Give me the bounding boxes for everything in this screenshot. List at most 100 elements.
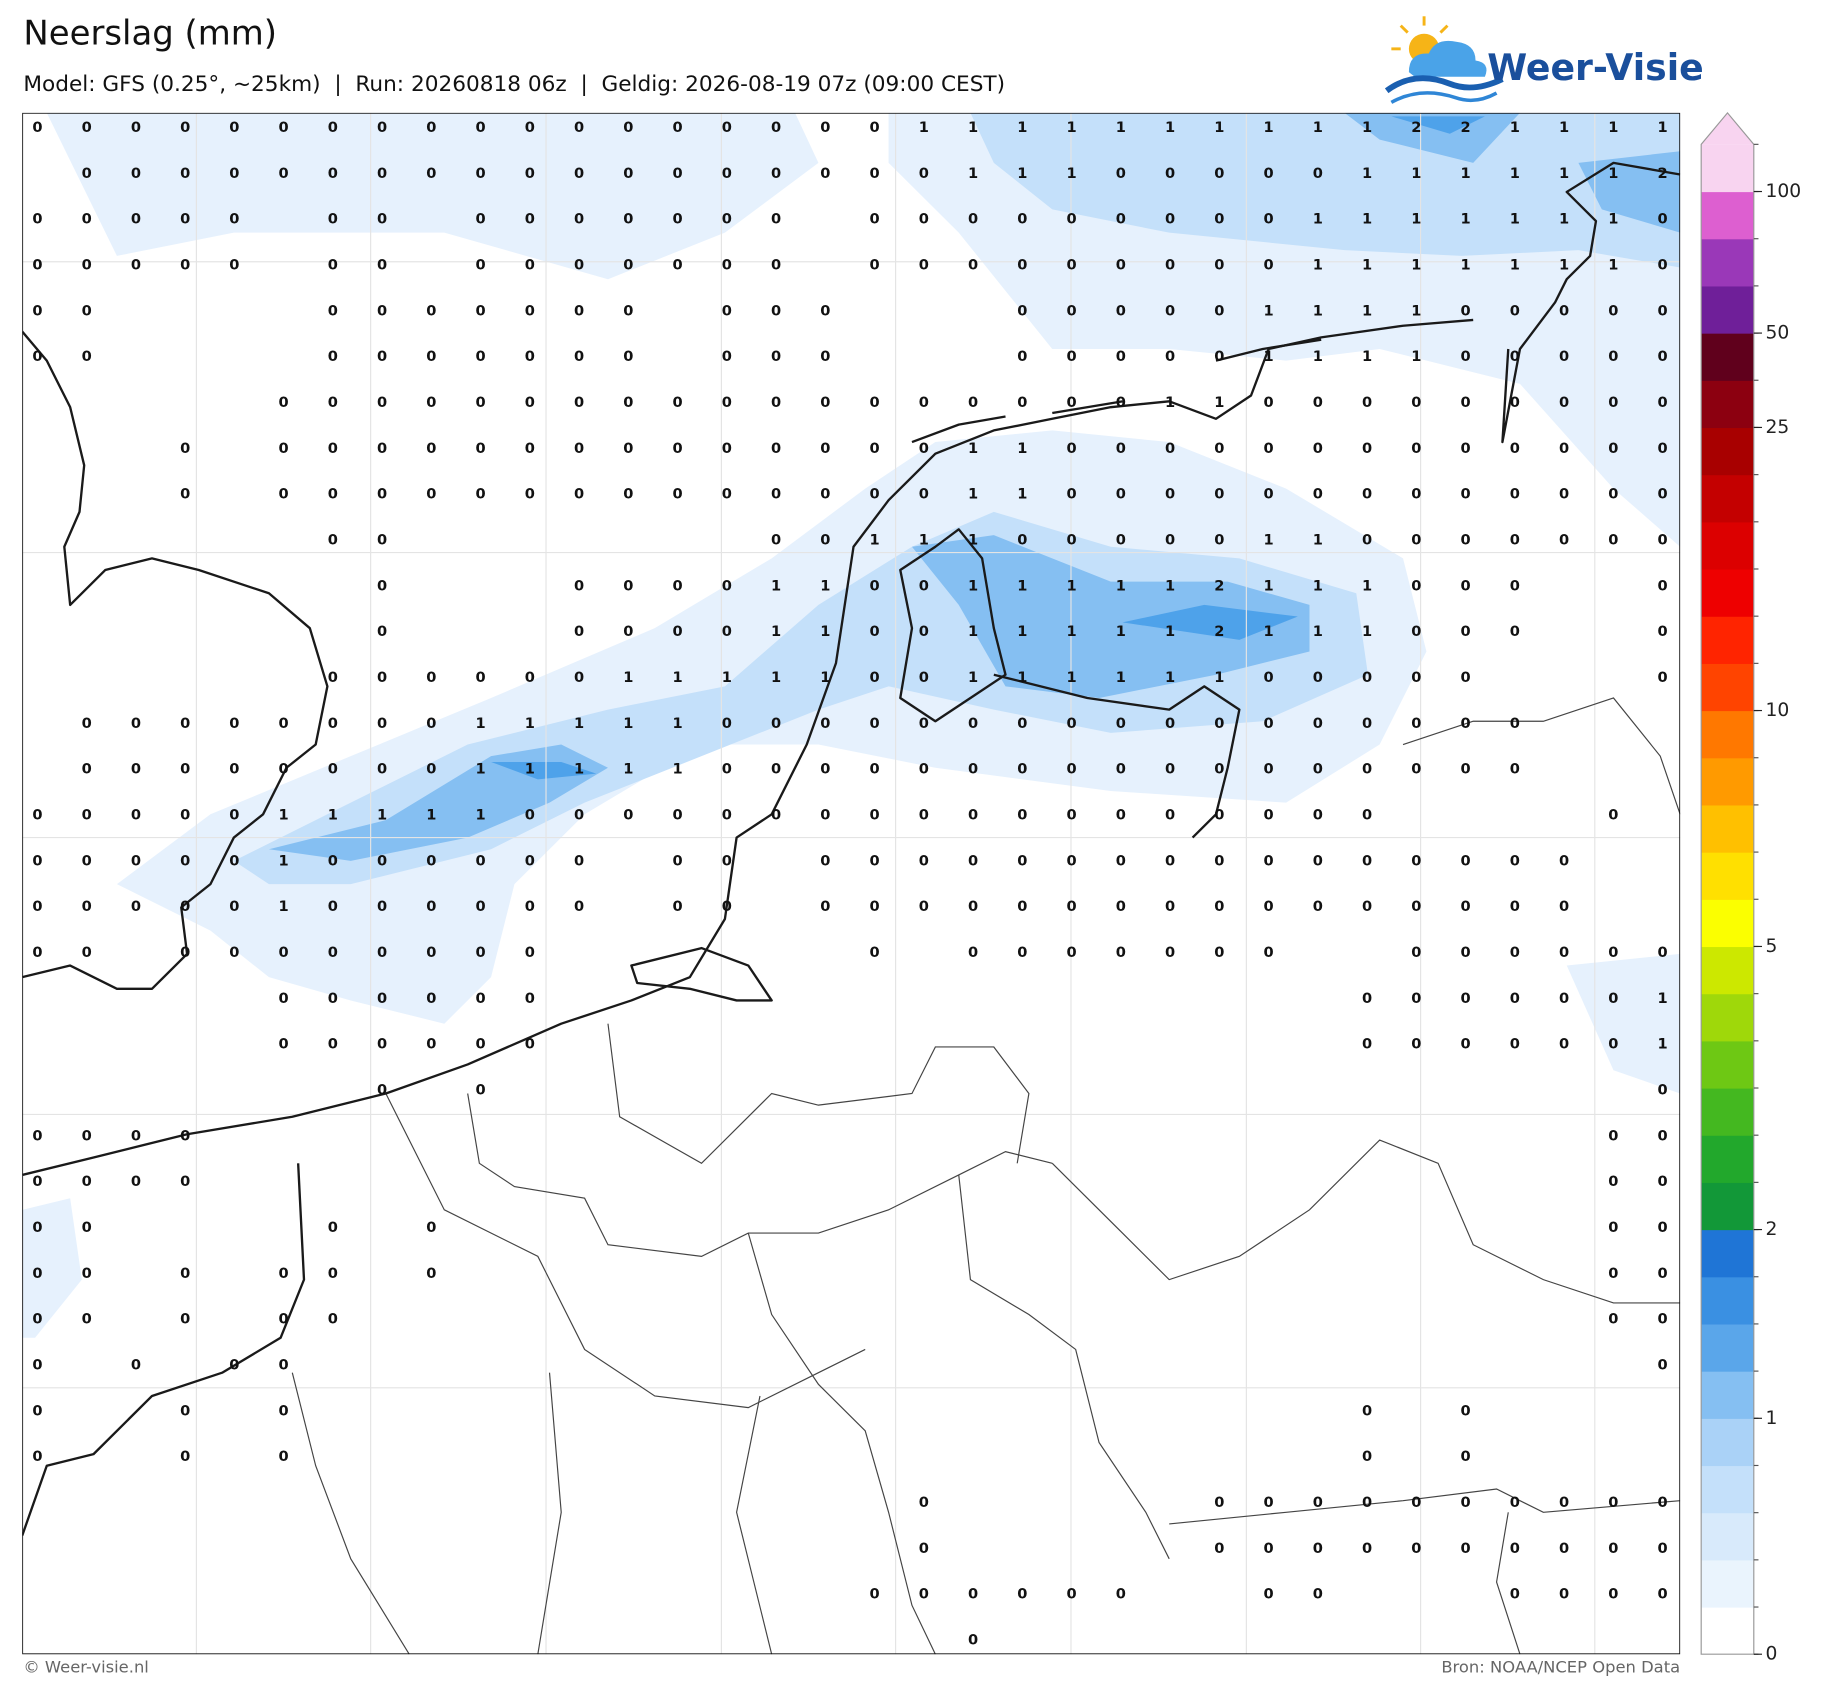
grid-value: 0 [180,944,190,961]
grid-value: 0 [870,577,880,594]
grid-value: 1 [1608,256,1618,273]
grid-value: 0 [1657,394,1667,411]
grid-value: 0 [525,119,535,136]
grid-value: 1 [820,577,830,594]
grid-value: 0 [1263,1494,1273,1511]
grid-value: 0 [1362,1448,1372,1465]
grid-value: 0 [377,440,387,457]
grid-value: 0 [1460,348,1470,365]
grid-value: 0 [32,806,42,823]
grid-value: 0 [525,852,535,869]
grid-value: 0 [82,1265,92,1282]
grid-value: 0 [131,119,141,136]
grid-value: 0 [1362,440,1372,457]
grid-value: 0 [1362,715,1372,732]
grid-values: 0 0 0 0 0 0 0 0 0 0 0 0 0 0 0 0 0 0 1 1 1 1 1 1 1 1 1 1 2 2 1 1 1 1 0 0 0 0 0 0… [32,119,1667,1648]
coastlines [22,161,1681,1536]
grid-value: 0 [820,119,830,136]
grid-value: 0 [1017,852,1027,869]
grid-value: 1 [1263,302,1273,319]
grid-value: 0 [673,440,683,457]
grid-value: 1 [476,761,486,778]
grid-value: 0 [525,990,535,1007]
grid-value: 0 [968,1632,978,1649]
grid-value: 1 [279,898,289,915]
grid-value: 0 [32,1448,42,1465]
colorbar-tick-label: 50 [1765,323,1789,344]
grid-value: 0 [1460,1448,1470,1465]
grid-value: 1 [1411,165,1421,182]
grid-value: 1 [1017,623,1027,640]
grid-value: 1 [673,761,683,778]
grid-value: 0 [1657,1494,1667,1511]
grid-value: 0 [1017,531,1027,548]
grid-value: 0 [229,119,239,136]
grid-value: 0 [32,1173,42,1190]
colorbar-band [1701,899,1754,948]
grid-value: 0 [771,440,781,457]
grid-value: 0 [32,1357,42,1374]
grid-value: 0 [82,256,92,273]
grid-value: 0 [1657,440,1667,457]
grid-value: 0 [574,211,584,228]
grid-value: 0 [1608,1311,1618,1328]
grid-value: 0 [1017,211,1027,228]
colorbar-band [1701,757,1754,806]
grid-value: 0 [180,440,190,457]
grid-value: 0 [476,852,486,869]
grid-value: 0 [1214,852,1224,869]
grid-value: 0 [1411,577,1421,594]
grid-value: 0 [1460,761,1470,778]
grid-value: 0 [32,852,42,869]
grid-value: 0 [1017,302,1027,319]
grid-value: 0 [1559,531,1569,548]
grid-value: 0 [328,715,338,732]
grid-value: 1 [1263,623,1273,640]
grid-value: 0 [1657,669,1667,686]
grid-value: 0 [1263,256,1273,273]
grid-value: 0 [623,623,633,640]
grid-value: 0 [377,761,387,778]
grid-value: 0 [131,1127,141,1144]
grid-value: 0 [1313,669,1323,686]
grid-value: 0 [131,898,141,915]
grid-value: 1 [1313,302,1323,319]
grid-value: 0 [1559,348,1569,365]
grid-value: 0 [1313,165,1323,182]
grid-value: 0 [771,486,781,503]
grid-value: 0 [426,486,436,503]
source: Bron: NOAA/NCEP Open Data [1441,1658,1680,1677]
grid-value: 0 [1411,898,1421,915]
grid-value: 0 [1460,990,1470,1007]
grid-value: 0 [377,623,387,640]
grid-value: 0 [673,256,683,273]
grid-value: 0 [32,1311,42,1328]
grid-value: 0 [279,1036,289,1053]
grid-value: 0 [1263,211,1273,228]
grid-value: 0 [1608,1540,1618,1557]
copyright: © Weer-visie.nl [23,1658,148,1677]
grid-value: 1 [1657,119,1667,136]
grid-value: 0 [1411,623,1421,640]
grid-value: 1 [1362,348,1372,365]
grid-value: 0 [377,165,387,182]
grid-value: 0 [180,761,190,778]
grid-value: 0 [525,898,535,915]
grid-value: 0 [771,348,781,365]
grid-value: 0 [1165,852,1175,869]
grid-value: 0 [476,669,486,686]
grid-value: 0 [1362,1036,1372,1053]
grid-value: 0 [82,1173,92,1190]
grid-value: 0 [1411,761,1421,778]
grid-value: 0 [377,394,387,411]
grid-value: 0 [279,715,289,732]
grid-value: 1 [771,623,781,640]
grid-value: 0 [1510,761,1520,778]
grid-value: 0 [1460,715,1470,732]
grid-value: 0 [1362,806,1372,823]
grid-value: 0 [525,211,535,228]
grid-value: 0 [870,715,880,732]
grid-value: 0 [1017,898,1027,915]
grid-value: 1 [919,119,929,136]
grid-value: 0 [1362,531,1372,548]
